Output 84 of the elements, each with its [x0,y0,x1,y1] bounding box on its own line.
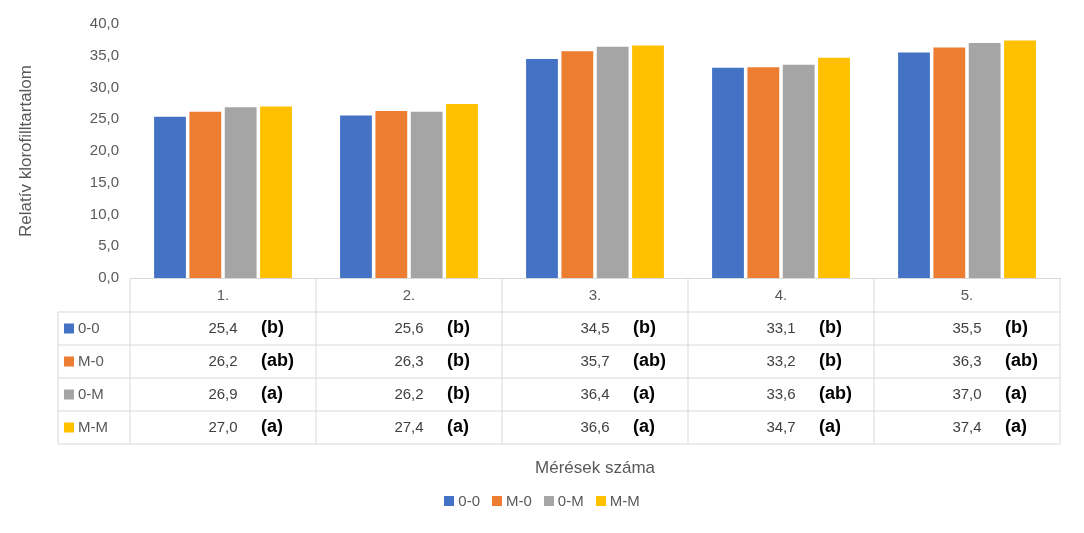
text: (ab) [1005,350,1038,371]
data-label: 34,7 [766,417,796,435]
bar [561,51,594,278]
text: (a) [261,383,283,404]
text: (b) [633,317,656,338]
bar [375,111,408,278]
y-tick-label: 15,0 [89,172,119,190]
legend-label: M-0 [78,351,104,369]
bar [632,45,664,278]
bar [933,47,966,278]
data-label: 36,3 [952,351,982,369]
y-tick-label: 10,0 [89,204,119,222]
bar [1004,40,1036,278]
data-label: 26,9 [208,384,238,402]
data-label: 27,0 [208,417,238,435]
bar [446,104,478,278]
data-label: 35,5 [952,318,982,336]
text: (a) [1005,416,1027,437]
data-label: 34,5 [580,318,610,336]
text: (b) [261,317,284,338]
y-tick-label: 0,0 [98,268,119,286]
y-tick-label: 40,0 [89,14,119,32]
legend-label: 0-0 [78,318,100,336]
bar [410,111,443,278]
text: M-0 [506,492,532,509]
text: Mérések száma [535,457,656,477]
text: (a) [1005,383,1027,404]
data-label: 37,4 [952,417,982,435]
text: (b) [447,350,470,371]
y-tick-label: 35,0 [89,45,119,63]
legend-label: 0-M [78,384,104,402]
x-tick-label: 2. [402,286,416,304]
text: (a) [819,416,841,437]
y-axis-title: Relatív klorofilltartalom [15,65,35,237]
data-label: 25,4 [208,318,238,336]
data-label: 26,3 [394,351,424,369]
bar [818,57,850,278]
x-tick-label: 5. [960,286,974,304]
data-label: 33,1 [766,318,796,336]
data-label: 35,7 [580,351,610,369]
data-label: 36,6 [580,417,610,435]
y-tick-label: 5,0 [98,236,119,254]
data-label: 33,6 [766,384,796,402]
bar [154,116,186,278]
data-label: 26,2 [394,384,424,402]
text: (b) [447,317,470,338]
text: 0-0 [458,492,480,509]
bar [340,115,372,278]
bar [712,67,744,278]
text: (b) [819,317,842,338]
text: (a) [633,416,655,437]
legend-label: M-M [78,417,108,435]
bar [260,106,292,278]
y-tick-label: 30,0 [89,77,119,95]
text: (b) [819,350,842,371]
bar [747,67,780,278]
text: (a) [633,383,655,404]
data-label: 33,2 [766,351,796,369]
data-label: 36,4 [580,384,610,402]
data-label: 25,6 [394,318,424,336]
bar [596,46,629,278]
bar [898,52,930,278]
x-tick-label: 1. [216,286,230,304]
data-label: 26,2 [208,351,238,369]
text: (a) [261,416,283,437]
y-tick-label: 25,0 [89,109,119,127]
text: (a) [447,416,469,437]
text: 0-M [557,492,584,509]
x-tick-label: 3. [588,286,602,304]
data-label: 27,4 [394,417,424,435]
bar [224,107,257,278]
bar [782,64,815,278]
data-label: 37,0 [952,384,982,402]
text: (ab) [633,350,666,371]
text: (ab) [819,383,852,404]
text: (b) [447,383,470,404]
x-tick-label: 4. [774,286,788,304]
bar [526,58,558,278]
text: (ab) [261,350,294,371]
y-tick-label: 20,0 [89,141,119,159]
bar [189,111,222,278]
bar [968,43,1001,278]
text: (b) [1005,317,1028,338]
text: M-M [609,492,640,509]
